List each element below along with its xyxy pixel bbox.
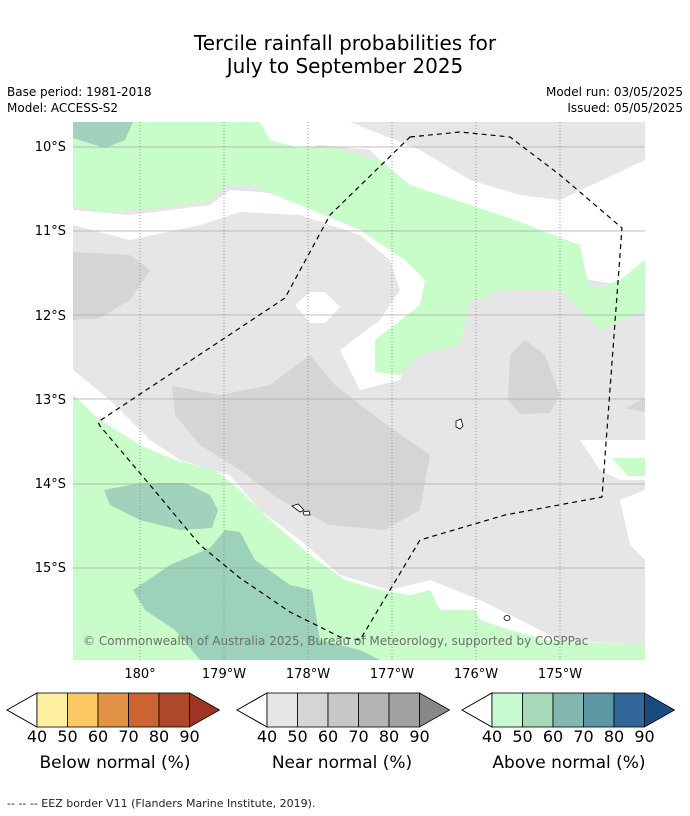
above-normal-40-region-east [612,458,645,476]
colorbar-label-below: Below normal (%) [39,753,191,773]
island-outline-4 [503,615,511,621]
lon-label-180: 180° [124,667,155,682]
colorbar-arrow-right [644,692,676,728]
colorbar-tick-label: 60 [542,727,564,746]
colorbar-below-arrow-left [5,692,38,728]
colorbar-arrow-right [419,692,451,728]
colorbar-tick-label: 80 [603,727,625,746]
colorbar-tick-label: 50 [512,727,533,746]
model-run: Model run: 03/05/2025 [545,85,683,99]
colorbar-tick-label: 60 [87,727,109,746]
colorbar-tick-label: 40 [256,727,278,746]
above-normal-50-region-west [104,483,218,530]
lon-label-176w: 176°W [454,667,498,682]
colorbar-arrow-right [189,692,221,728]
colorbar-tick-label: 70 [573,727,594,746]
colorbar-cell [358,692,390,728]
island-outline-2 [291,503,305,513]
lat-axis: 10°S 11°S 12°S 13°S 14°S 15°S [35,140,66,576]
above-normal-50-region-northwest [73,122,133,148]
grid-lines [73,122,645,660]
colorbar-tick-label: 80 [148,727,170,746]
colorbar-cell [583,692,615,728]
colorbar-cell [128,692,160,728]
colorbar-tick-label: 90 [409,727,430,746]
lat-label-11s: 11°S [35,224,66,239]
colorbar-tick-label: 60 [317,727,339,746]
lon-label-178w: 178°W [286,667,330,682]
colorbar-tick-label: 90 [634,727,655,746]
colorbar-cell [266,692,298,728]
lon-label-175w: 175°W [538,667,582,682]
colorbar-tick-label: 50 [287,727,308,746]
colorbar-above-normal [460,692,676,728]
model-name: Model: ACCESS-S2 [7,101,119,115]
colorbar-cell [327,692,359,728]
lat-label-10s: 10°S [35,140,66,155]
above-normal-40-region-north [73,122,645,375]
near-normal-50-region-east [508,340,560,414]
title-line-2: July to September 2025 [226,54,464,78]
lat-label-12s: 12°S [35,309,66,324]
near-normal-50-region-edge [625,398,645,412]
colorbar-below-normal [5,692,221,728]
colorbar-cell [613,692,645,728]
colorbar-label-near: Near normal (%) [271,753,413,773]
lat-label-13s: 13°S [35,393,66,408]
colorbar-cell [552,692,584,728]
colorbar-above-cells [491,692,676,728]
colorbar-tick-label: 70 [118,727,139,746]
lat-label-15s: 15°S [35,561,66,576]
colorbar-tick-label: 40 [26,727,48,746]
island-outline [455,418,464,430]
colorbar-cell [388,692,420,728]
colorbar-cell [297,692,329,728]
colorbar-cell [97,692,129,728]
colorbar-tick-label: 80 [378,727,400,746]
colorbar-label-above: Above normal (%) [492,753,646,773]
copyright-notice: © Commonwealth of Australia 2025, Bureau… [83,634,588,648]
meta-left: Base period: 1981-2018 Model: ACCESS-S2 [7,84,152,116]
above-normal-50-region-south [133,530,380,660]
eez-legend-footer: -- -- -- EEZ border V11 (Flanders Marine… [7,797,316,810]
meta-right: Model run: 03/05/2025 Issued: 05/05/2025 [546,84,683,116]
title-line-1: Tercile rainfall probabilities for [193,31,497,55]
colorbar-below-cells [36,692,221,728]
gap-region-5 [620,490,645,560]
island-outline-3 [302,510,311,516]
eez-border [97,131,623,641]
base-period: Base period: 1981-2018 [7,85,152,99]
map-fill-layer [73,122,645,660]
colorbar-above-arrow-left [460,692,493,728]
issued-date: Issued: 05/05/2025 [567,101,683,115]
colorbar-cell [36,692,68,728]
lat-label-14s: 14°S [35,477,66,492]
near-normal-50-region-west [73,252,150,320]
colorbar-cell [158,692,190,728]
colorbar-tick-label: 70 [348,727,369,746]
colorbar-tick-label: 40 [481,727,503,746]
colorbar-near-normal [235,692,451,728]
colorbar-near-arrow-left [235,692,268,728]
lon-label-177w: 177°W [370,667,414,682]
lon-label-179w: 179°W [202,667,246,682]
colorbar-cell [67,692,99,728]
probability-map: 10°S 11°S 12°S 13°S 14°S 15°S 180° 179°W… [35,122,645,682]
colorbar-near-cells [266,692,451,728]
colorbar-tick-label: 90 [179,727,200,746]
chart-title: Tercile rainfall probabilities for July … [0,32,690,78]
colorbar-tick-label: 50 [57,727,78,746]
colorbar-cell [522,692,554,728]
colorbar-cell [491,692,523,728]
lon-axis: 180° 179°W 178°W 177°W 176°W 175°W [124,667,582,682]
